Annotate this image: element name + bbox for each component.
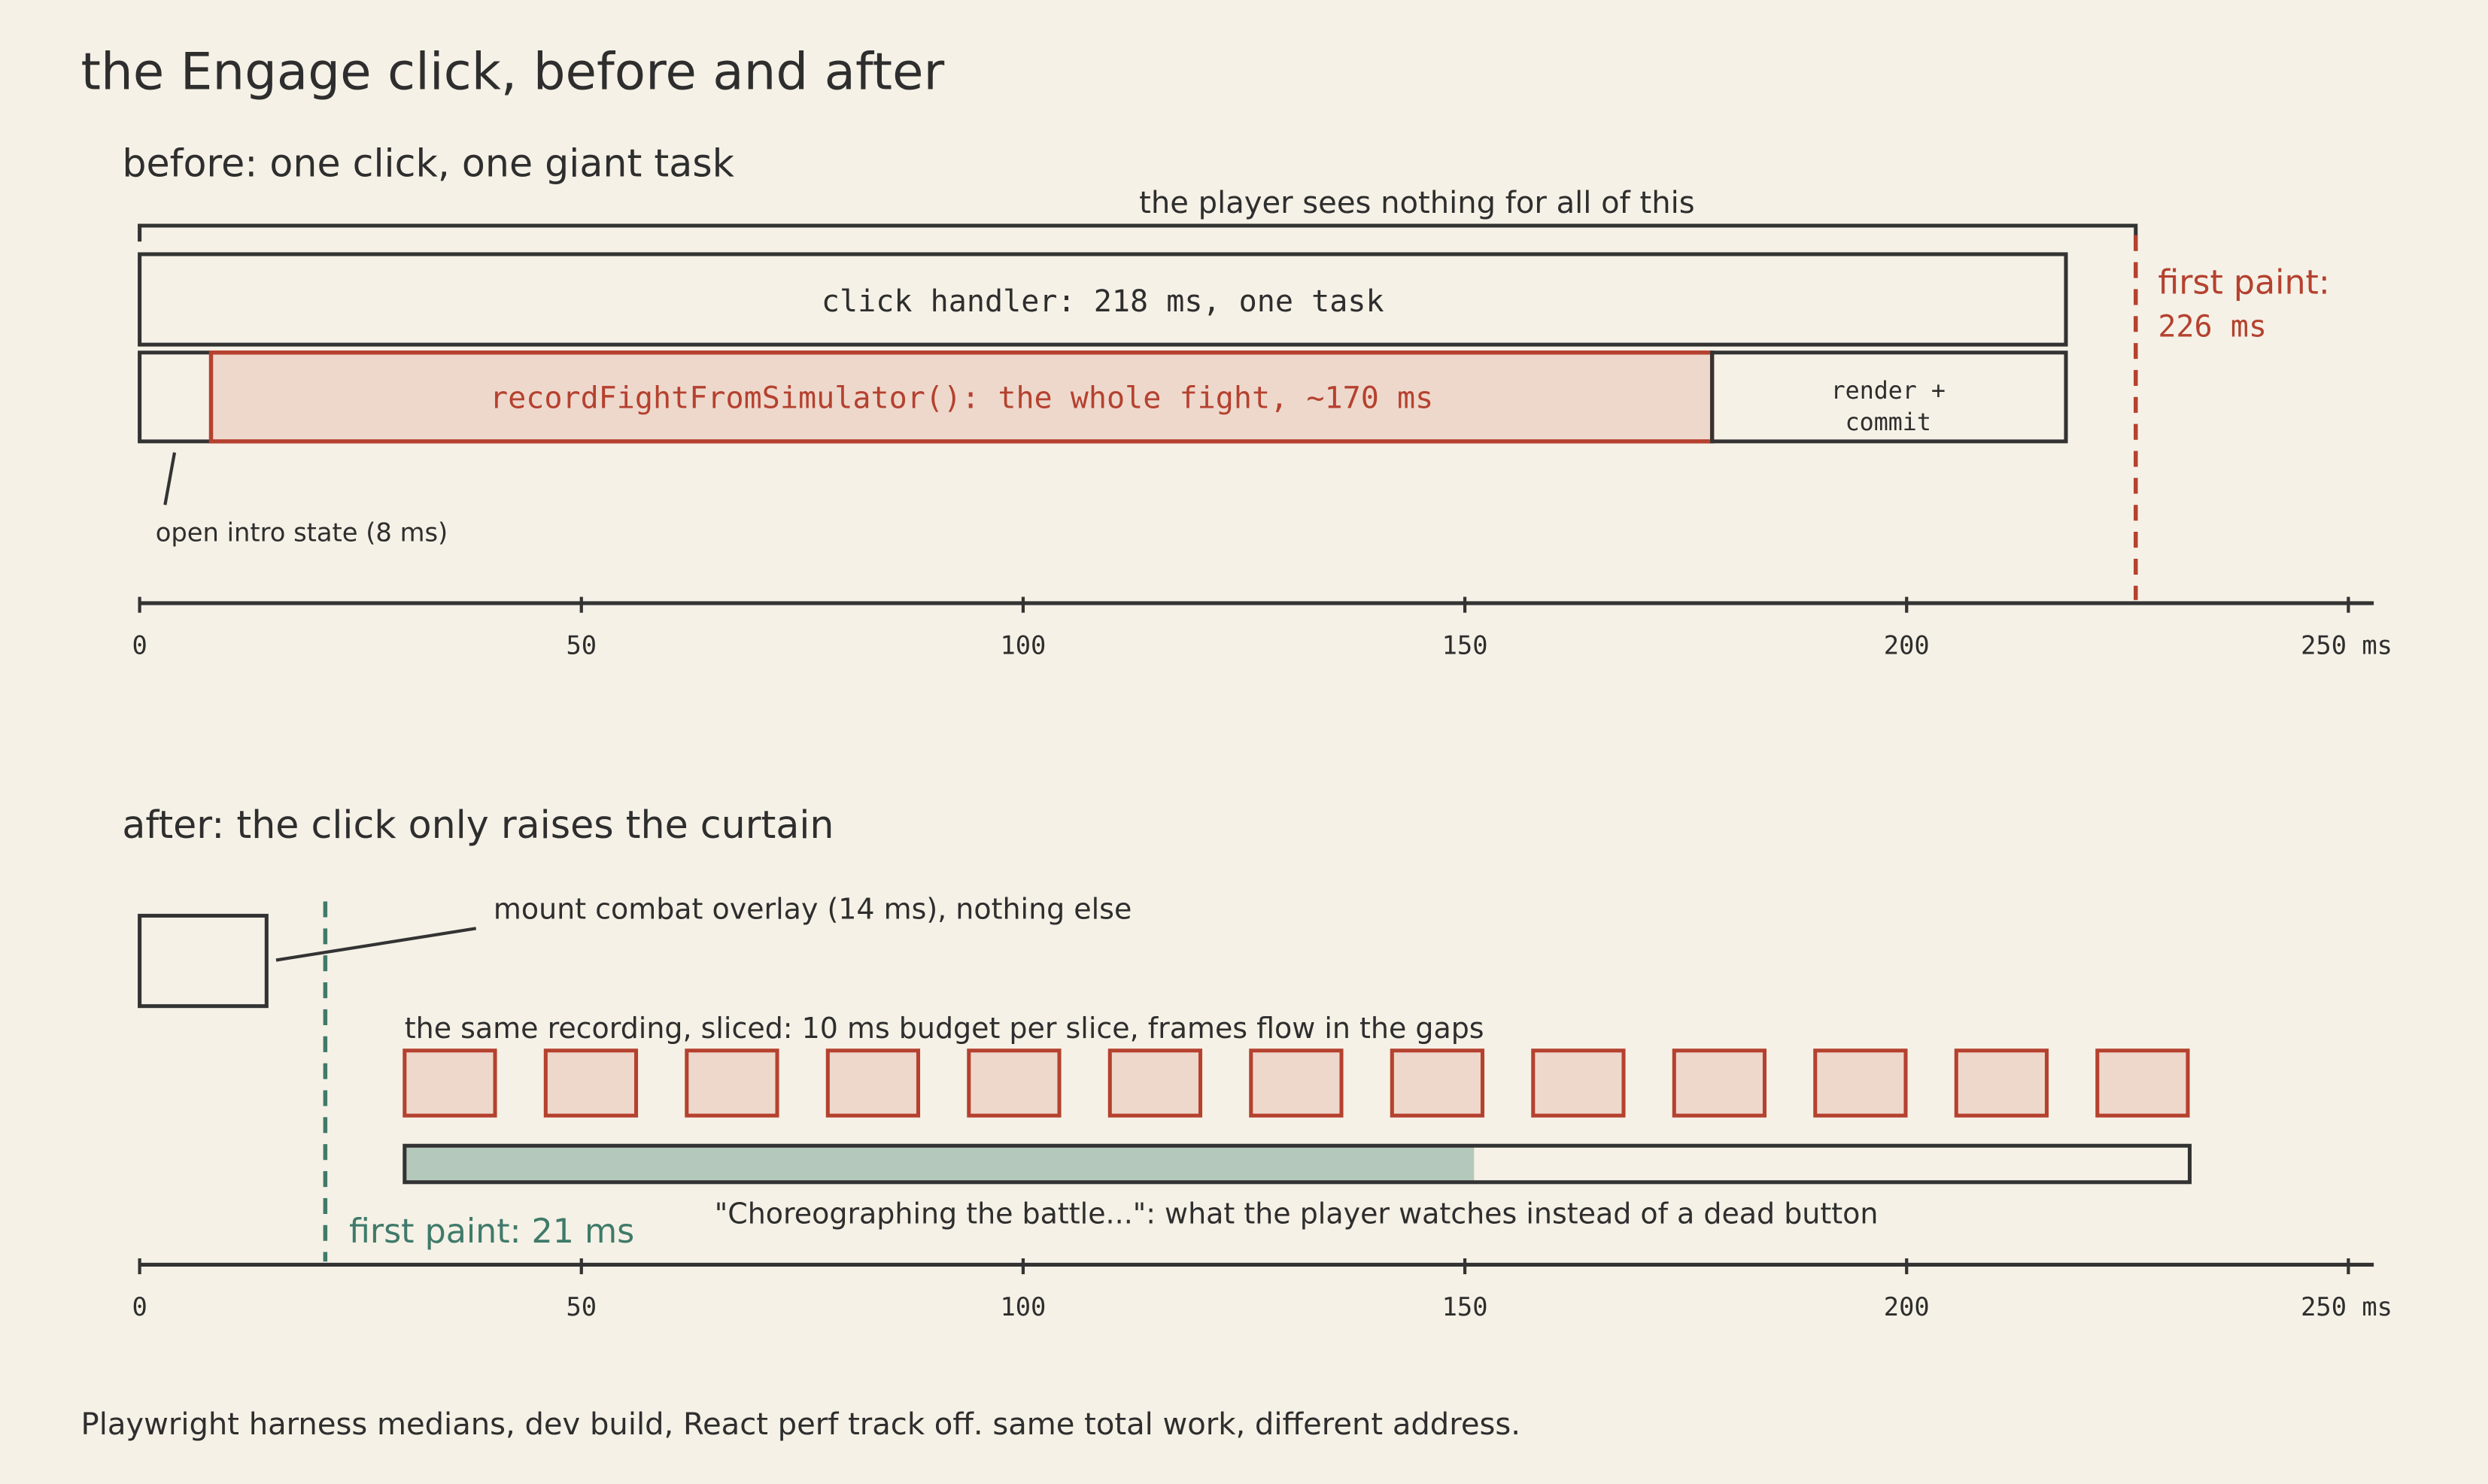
- bracket: [138, 223, 2138, 242]
- tick-label: 0: [132, 1292, 147, 1322]
- slice: [825, 1049, 921, 1118]
- bracket-note: the player sees nothing for all of this: [1139, 186, 1694, 220]
- tick-label: 150: [1442, 630, 1488, 660]
- slice: [1249, 1049, 1344, 1118]
- tick-label: 0: [132, 630, 147, 660]
- footer: Playwright harness medians, dev build, R…: [81, 1407, 1520, 1442]
- slice: [685, 1049, 779, 1118]
- slice: [403, 1049, 497, 1118]
- leader-line: [275, 927, 477, 962]
- tick-label: 250 ms: [2301, 1292, 2392, 1322]
- progress-note: "Choreographing the battle...": what the…: [715, 1197, 1879, 1231]
- tick-label: 200: [1884, 1292, 1930, 1322]
- mount-note: mount combat overlay (14 ms), nothing el…: [494, 893, 1132, 926]
- tick-label: 100: [1000, 630, 1046, 660]
- tick-label: 250 ms: [2301, 630, 2392, 660]
- slice: [967, 1049, 1062, 1118]
- mount-box: [138, 913, 269, 1009]
- first-paint-label: first paint:: [2158, 264, 2330, 302]
- slice: [2095, 1049, 2190, 1118]
- axes: 0 50 100 150 200 250 ms 0 50 100 150 200 250 ms: [132, 596, 2392, 1322]
- progress-bar: [403, 1143, 2192, 1185]
- first-paint-value: 226 ms: [2158, 310, 2267, 344]
- slices: [403, 1049, 2190, 1118]
- before-heading: before: one click, one giant task: [122, 141, 734, 186]
- click-handler-box: [138, 252, 2068, 347]
- render-label: render +: [1831, 378, 1946, 405]
- render-label: commit: [1845, 409, 1931, 436]
- slices-note: the same recording, sliced: 10 ms budget…: [405, 1012, 1484, 1045]
- tick-label: 100: [1000, 1292, 1046, 1322]
- tick-label: 150: [1442, 1292, 1488, 1322]
- tick-label: 50: [566, 1292, 597, 1322]
- slice: [1672, 1049, 1767, 1118]
- slice: [1954, 1049, 2049, 1118]
- title: the Engage click, before and after: [81, 42, 945, 102]
- progress-fill: [404, 1146, 1475, 1182]
- slice: [543, 1049, 639, 1118]
- tick-label: 200: [1884, 630, 1930, 660]
- first-paint-label: first paint: 21 ms: [349, 1212, 634, 1251]
- tick-label: 50: [566, 630, 597, 660]
- click-handler-label: click handler: 218 ms, one task: [822, 284, 1384, 319]
- leader-line: [163, 452, 177, 505]
- record-box: [208, 350, 1715, 444]
- record-label: recordFightFromSimulator(): the whole fi…: [490, 381, 1433, 416]
- slice: [1107, 1049, 1203, 1118]
- intro-note: open intro state (8 ms): [156, 518, 448, 548]
- slice: [1813, 1049, 1908, 1118]
- slice: [1390, 1049, 1485, 1118]
- after-heading: after: the click only raises the curtain: [122, 803, 834, 847]
- slice: [1531, 1049, 1626, 1118]
- render-box: [1710, 351, 2068, 444]
